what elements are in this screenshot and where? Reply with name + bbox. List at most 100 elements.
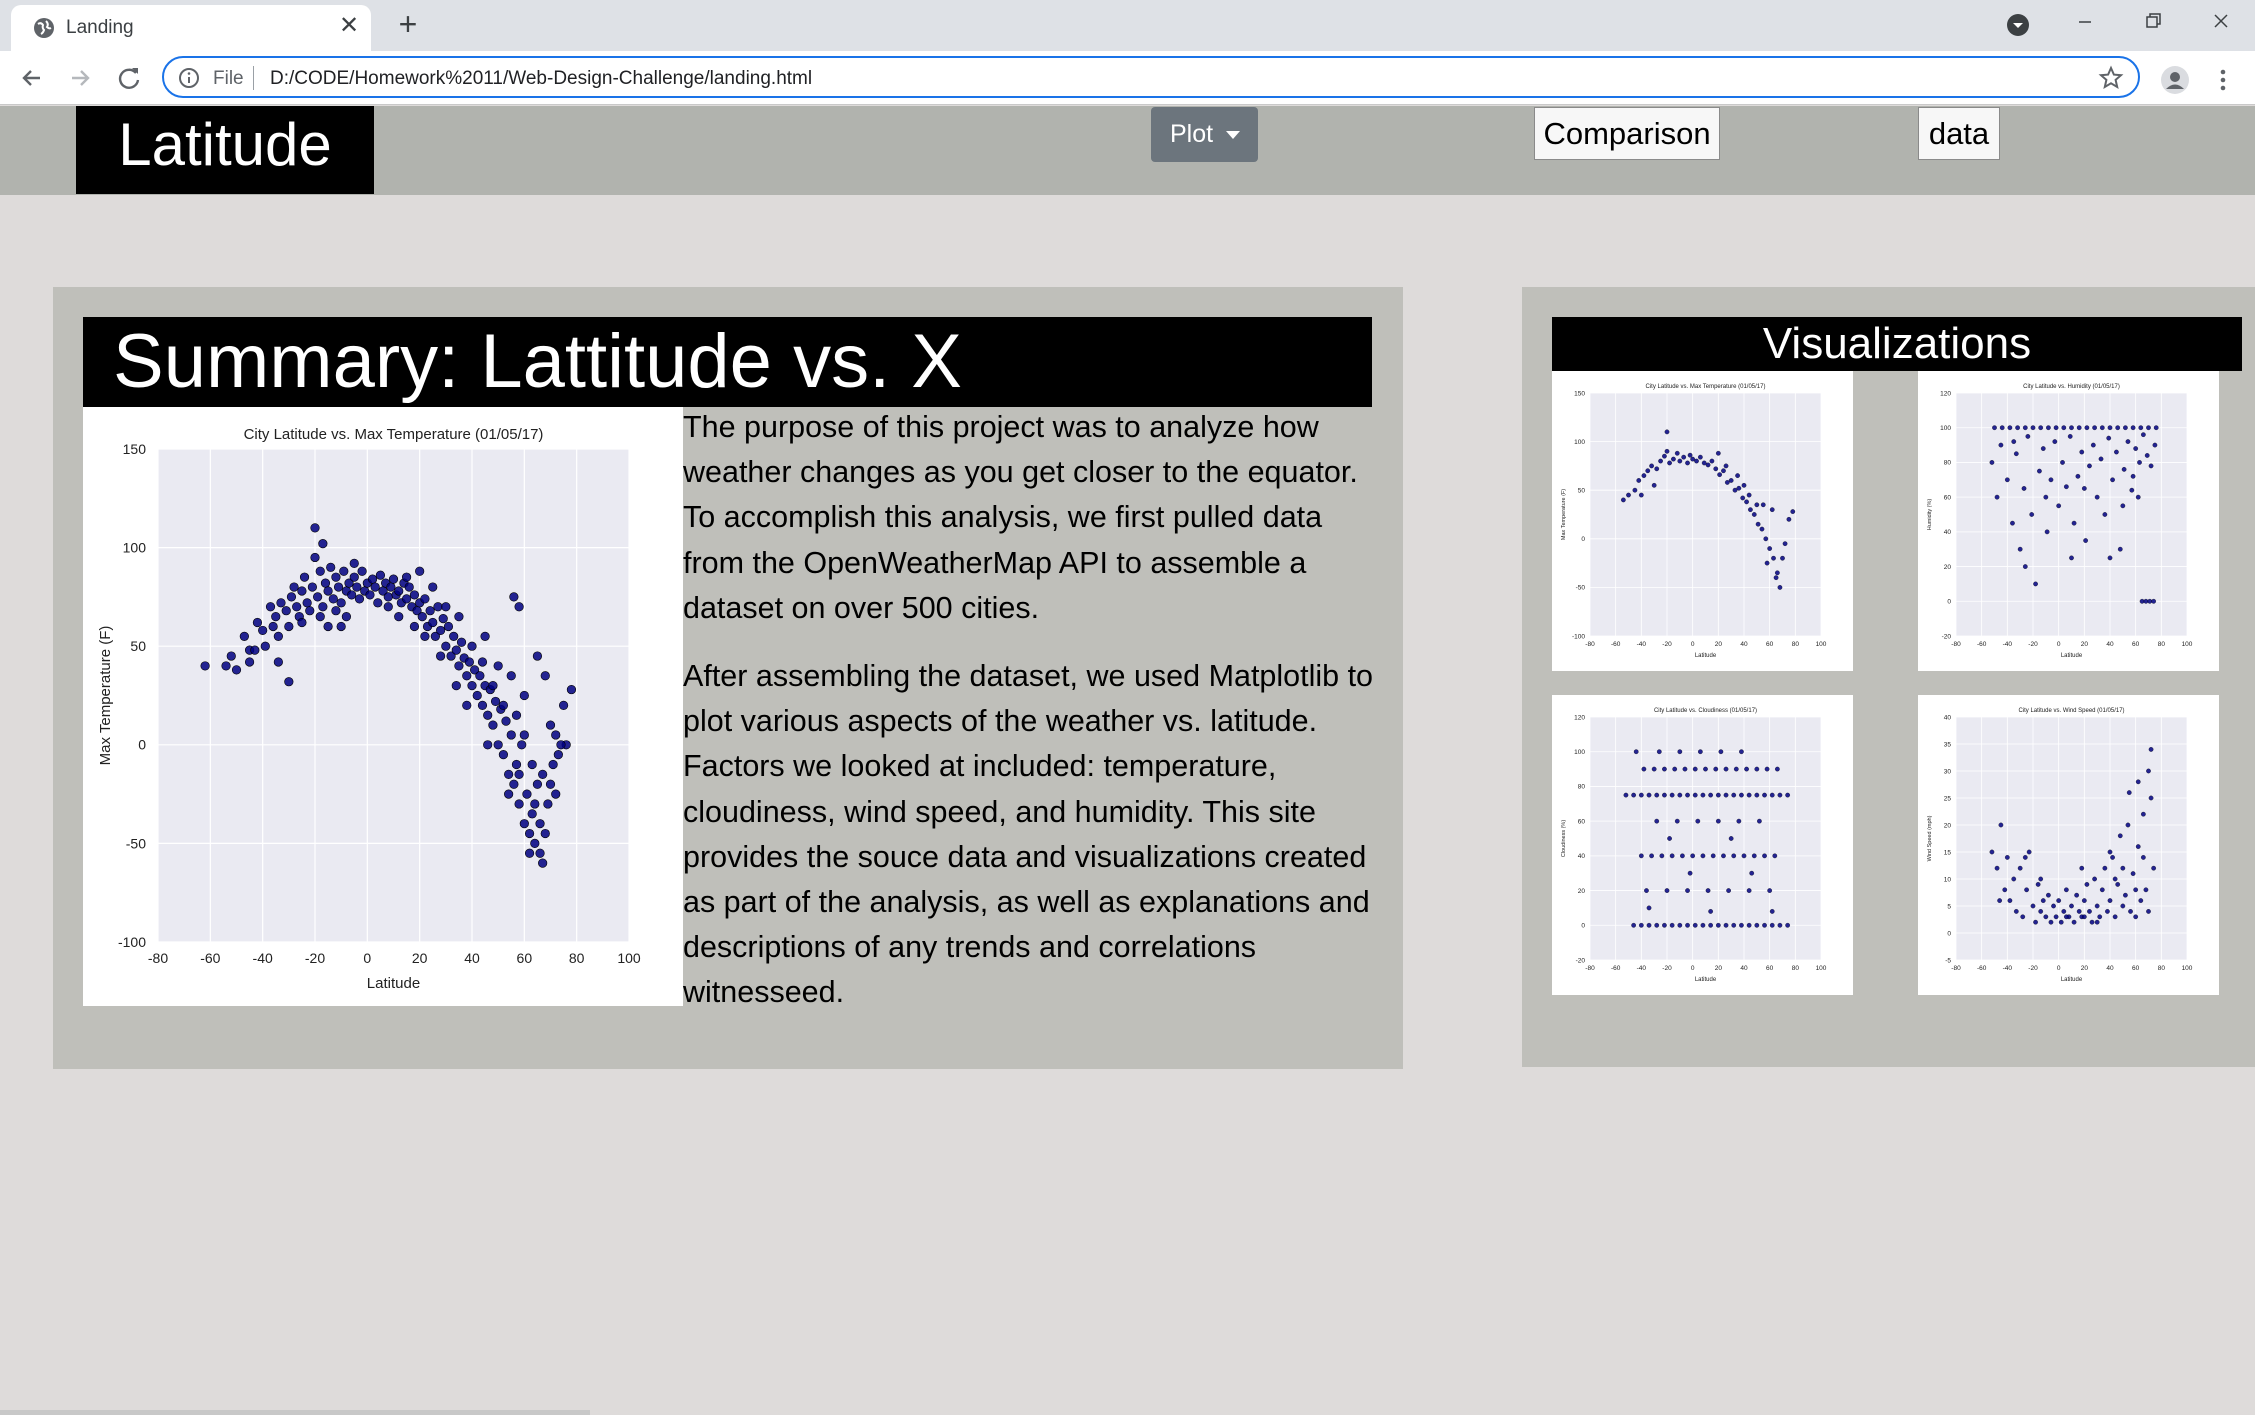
data-point (2083, 538, 2088, 543)
restore-icon[interactable] (2118, 0, 2188, 44)
x-tick-label: -60 (1977, 965, 1987, 972)
main-temperature-plot[interactable]: -80 -60 -40 -20 0 20 40 60 80 100 -100 -50 0 50 100 150… (83, 407, 683, 1006)
plus-icon[interactable]: + (398, 6, 418, 42)
data-point (1692, 792, 1698, 798)
forward-arrow-icon[interactable] (63, 61, 97, 95)
url-text[interactable]: D:/CODE/Homework%2011/Web-Design-Challen… (270, 68, 813, 89)
data-point (2141, 855, 2146, 860)
data-point (514, 799, 524, 809)
data-point (2115, 425, 2121, 431)
y-tick-label: -20 (1576, 957, 1586, 964)
data-point (1681, 454, 1687, 460)
data-point (490, 696, 501, 707)
data-point (2081, 898, 2087, 903)
x-axis-label: Latitude (367, 975, 420, 992)
comparison-link[interactable]: Comparison (1534, 107, 1720, 160)
data-point (1659, 853, 1665, 859)
plot-area (1590, 717, 1821, 960)
data-point (1685, 888, 1690, 893)
data-point (1713, 766, 1719, 772)
data-point (2024, 887, 2029, 893)
data-point (501, 716, 511, 726)
data-point (1721, 468, 1726, 474)
data-point (2052, 439, 2058, 444)
data-point (1672, 766, 1678, 772)
y-tick-label: 25 (1944, 795, 1952, 802)
data-point (2151, 865, 2156, 871)
kebab-menu-icon[interactable] (2210, 65, 2236, 95)
data-point (566, 684, 577, 695)
data-point (1654, 922, 1660, 928)
back-arrow-icon[interactable] (15, 61, 49, 95)
data-point (2022, 564, 2028, 569)
data-point (472, 690, 482, 701)
data-point (1651, 766, 1657, 772)
data-point (1767, 546, 1773, 551)
brand-logo[interactable]: Latitude (76, 106, 374, 194)
data-point (2071, 520, 2077, 526)
close-icon[interactable]: ✕ (338, 12, 360, 39)
data-point (1708, 909, 1713, 914)
x-tick-label: 60 (2132, 641, 2140, 648)
info-icon[interactable] (178, 67, 200, 89)
data-point (2084, 882, 2090, 887)
window-close-icon[interactable] (2186, 0, 2255, 44)
data-point (511, 710, 522, 720)
data-point (1757, 818, 1762, 824)
wind-speed-thumbnail[interactable]: -80 -60 -40 -20 0 20 40 60 80 100 -5 0 5 10 15 20 25 30 35… (1918, 695, 2219, 995)
data-link[interactable]: data (1918, 107, 2000, 160)
data-point (252, 617, 263, 628)
data-point (297, 586, 307, 596)
y-tick-label: 40 (1944, 714, 1952, 721)
data-point (2125, 439, 2131, 444)
data-point (409, 621, 420, 632)
y-tick-label: 50 (130, 638, 146, 654)
x-tick-label: -20 (1662, 965, 1672, 972)
plot-dropdown-button[interactable]: Plot (1151, 107, 1258, 162)
data-point (339, 566, 349, 576)
plot-area (1590, 393, 1821, 636)
data-point (2141, 811, 2146, 817)
x-tick-label: 100 (617, 950, 641, 966)
data-point (1721, 853, 1726, 859)
data-point (383, 592, 393, 602)
profile-dropdown-icon[interactable] (2005, 12, 2031, 38)
data-point (420, 631, 430, 641)
y-tick-label: -20 (1942, 633, 1952, 640)
account-icon[interactable] (2160, 65, 2190, 95)
data-point (1777, 792, 1783, 798)
data-point (2051, 903, 2056, 909)
data-point (2120, 903, 2126, 909)
browser-tab[interactable]: Landing ✕ (11, 5, 371, 51)
data-point (2022, 425, 2028, 431)
data-point (2035, 882, 2041, 887)
x-tick-label: 60 (2132, 965, 2140, 972)
cloudiness-thumbnail[interactable]: -80 -60 -40 -20 0 20 40 60 80 100 -20 0 20 40 60 80 100 1… (1552, 695, 1853, 995)
address-bar[interactable]: File D:/CODE/Homework%2011/Web-Design-Ch… (162, 56, 2140, 98)
data-point (1644, 888, 1649, 893)
data-point (333, 582, 344, 592)
reload-icon[interactable] (112, 61, 146, 95)
data-point (540, 828, 550, 839)
data-point (441, 641, 451, 651)
data-point (1692, 922, 1698, 928)
data-point (2011, 876, 2017, 882)
data-point (1690, 853, 1696, 859)
data-point (310, 523, 320, 533)
data-point (2120, 503, 2126, 509)
minimize-icon[interactable] (2050, 0, 2120, 44)
data-point (430, 631, 440, 641)
horizontal-scrollbar[interactable] (0, 1410, 590, 1415)
data-point (519, 730, 529, 740)
star-icon[interactable] (2098, 65, 2124, 91)
data-point (2097, 914, 2103, 920)
y-tick-label: 40 (1944, 529, 1952, 536)
data-point (2115, 882, 2121, 887)
data-point (1755, 521, 1761, 527)
data-point (1746, 492, 1752, 498)
data-point (273, 657, 283, 667)
data-point (1717, 472, 1722, 477)
humidity-thumbnail[interactable]: -80 -60 -40 -20 0 20 40 60 80 100 -20 0 20 40 60 80 100 1… (1918, 371, 2219, 671)
data-point (1685, 922, 1690, 928)
temperature-thumbnail[interactable]: -80 -60 -40 -20 0 20 40 60 80 100 -100 -50 0 50 100 150… (1552, 371, 1853, 671)
